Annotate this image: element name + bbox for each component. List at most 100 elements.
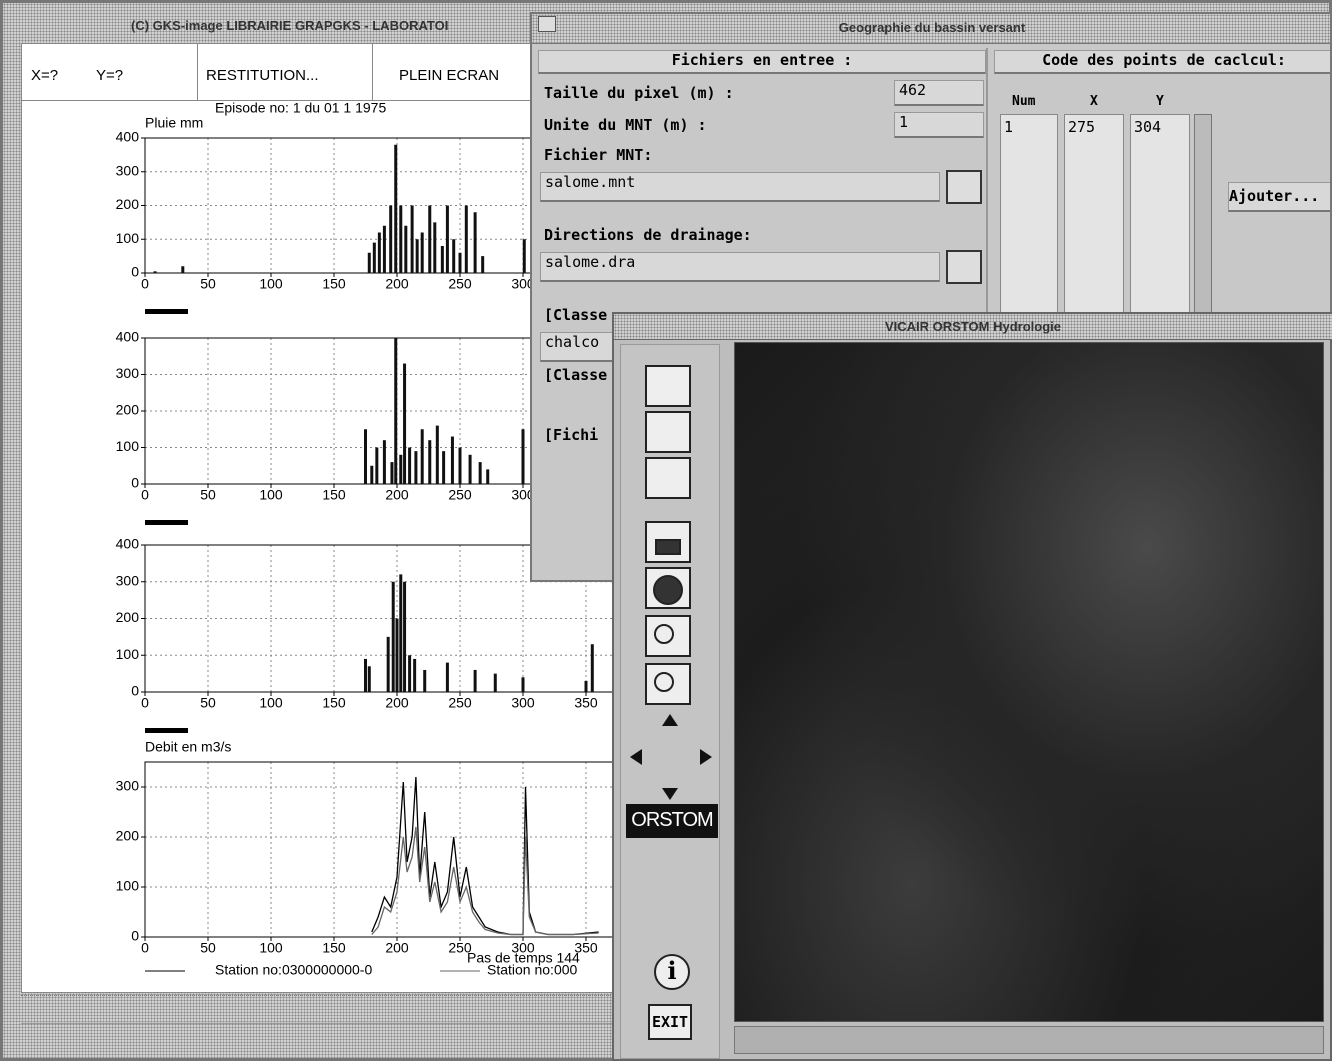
bar (474, 670, 477, 692)
tool-button[interactable] (646, 366, 690, 406)
y-tick-label: 0 (131, 475, 139, 491)
y-axis-title: Pluie mm (145, 115, 203, 131)
bar (585, 681, 588, 692)
bar (389, 206, 392, 274)
tool-button[interactable] (646, 458, 690, 498)
x-column (1064, 114, 1124, 324)
printer-icon (656, 540, 680, 554)
window-title: VICAIR ORSTOM Hydrologie (614, 319, 1332, 334)
bar (421, 233, 424, 274)
x-tick-label: 0 (141, 276, 149, 292)
bar (392, 582, 395, 692)
bar (396, 619, 399, 693)
bar (494, 674, 497, 692)
x-axis-title: Pas de temps 144 (467, 950, 580, 966)
y-tick-label: 100 (116, 438, 140, 454)
field-label: Taille du pixel (m) : (544, 84, 734, 102)
bar (452, 239, 455, 273)
bar (591, 644, 594, 692)
orstom-logo: ORSTOM (626, 804, 718, 838)
legend-swatch (145, 520, 188, 525)
bar (465, 206, 468, 274)
bar (522, 677, 525, 692)
plein-ecran-button[interactable]: PLEIN ECRAN (373, 43, 543, 101)
bar (383, 440, 386, 484)
bar (394, 145, 397, 273)
browse-button[interactable] (946, 170, 982, 204)
y-tick-label: 300 (116, 778, 140, 794)
bar (368, 253, 371, 273)
info-button[interactable]: i (654, 954, 690, 990)
x-tick-label: 100 (259, 487, 283, 503)
up-arrow[interactable] (662, 714, 678, 726)
bar (423, 670, 426, 692)
x-tick-label: 150 (322, 276, 346, 292)
bar (390, 462, 393, 484)
y-tick-label: 300 (116, 162, 140, 178)
file-input[interactable]: salome.mnt (540, 172, 940, 202)
file-label: [Fichi (544, 426, 598, 444)
x-readout: X=? (21, 43, 96, 101)
bar (474, 212, 477, 273)
bar (399, 574, 402, 692)
bar (370, 466, 373, 484)
episode-label: Episode no: 1 du 01 1 1975 (215, 100, 386, 116)
cell: 304 (1134, 118, 1161, 136)
bar (387, 637, 390, 692)
x-tick-label: 0 (141, 695, 149, 711)
field-input[interactable]: 462 (894, 80, 984, 106)
bar (403, 364, 406, 484)
bar (428, 206, 431, 274)
x-tick-label: 200 (385, 276, 409, 292)
x-tick-label: 50 (200, 276, 216, 292)
exit-button[interactable]: EXIT (648, 1004, 692, 1040)
left-arrow[interactable] (630, 749, 642, 765)
x-tick-label: 100 (259, 940, 283, 956)
tool-button[interactable] (646, 412, 690, 452)
y-axis-title: Debit en m3/s (145, 739, 231, 755)
x-tick-label: 50 (200, 695, 216, 711)
x-tick-label: 200 (385, 940, 409, 956)
window-title: (C) GKS-image LIBRAIRIE GRAPGKS - LABORA… (11, 15, 541, 41)
x-tick-label: 150 (322, 487, 346, 503)
restitution-button[interactable]: RESTITUTION... (197, 43, 373, 101)
bar (436, 426, 439, 484)
x-tick-label: 0 (141, 940, 149, 956)
add-button[interactable]: Ajouter... (1228, 182, 1332, 212)
bar (404, 226, 407, 273)
x-tick-label: 300 (511, 695, 535, 711)
right-arrow[interactable] (700, 749, 712, 765)
x-tick-label: 150 (322, 940, 346, 956)
bar (479, 462, 482, 484)
y-tick-label: 300 (116, 365, 140, 381)
bar (181, 266, 184, 273)
scrollbar[interactable] (1194, 114, 1212, 324)
bar (364, 429, 367, 484)
bar (416, 239, 419, 273)
y-tick-label: 200 (116, 609, 140, 625)
y-tick-label: 0 (131, 928, 139, 944)
browse-button[interactable] (946, 250, 982, 284)
file-label: Fichier MNT: (544, 146, 652, 164)
bar (421, 429, 424, 484)
x-tick-label: 200 (385, 487, 409, 503)
page: (C) GKS-image LIBRAIRIE GRAPGKS - LABORA… (0, 0, 1332, 1061)
status-bar (734, 1026, 1324, 1054)
bar (459, 253, 462, 273)
down-arrow[interactable] (662, 788, 678, 800)
bar (469, 455, 472, 484)
file-input[interactable]: salome.dra (540, 252, 940, 282)
x-tick-label: 150 (322, 695, 346, 711)
column-header: Num (1012, 94, 1035, 109)
bar (522, 429, 525, 484)
bar (413, 659, 416, 692)
bar (408, 448, 411, 485)
num-column (1000, 114, 1058, 324)
field-input[interactable]: 1 (894, 112, 984, 138)
bar (394, 338, 397, 484)
bar (523, 239, 526, 273)
y-tick-label: 100 (116, 646, 140, 662)
bar (364, 659, 367, 692)
bar (442, 451, 445, 484)
bar (441, 246, 444, 273)
